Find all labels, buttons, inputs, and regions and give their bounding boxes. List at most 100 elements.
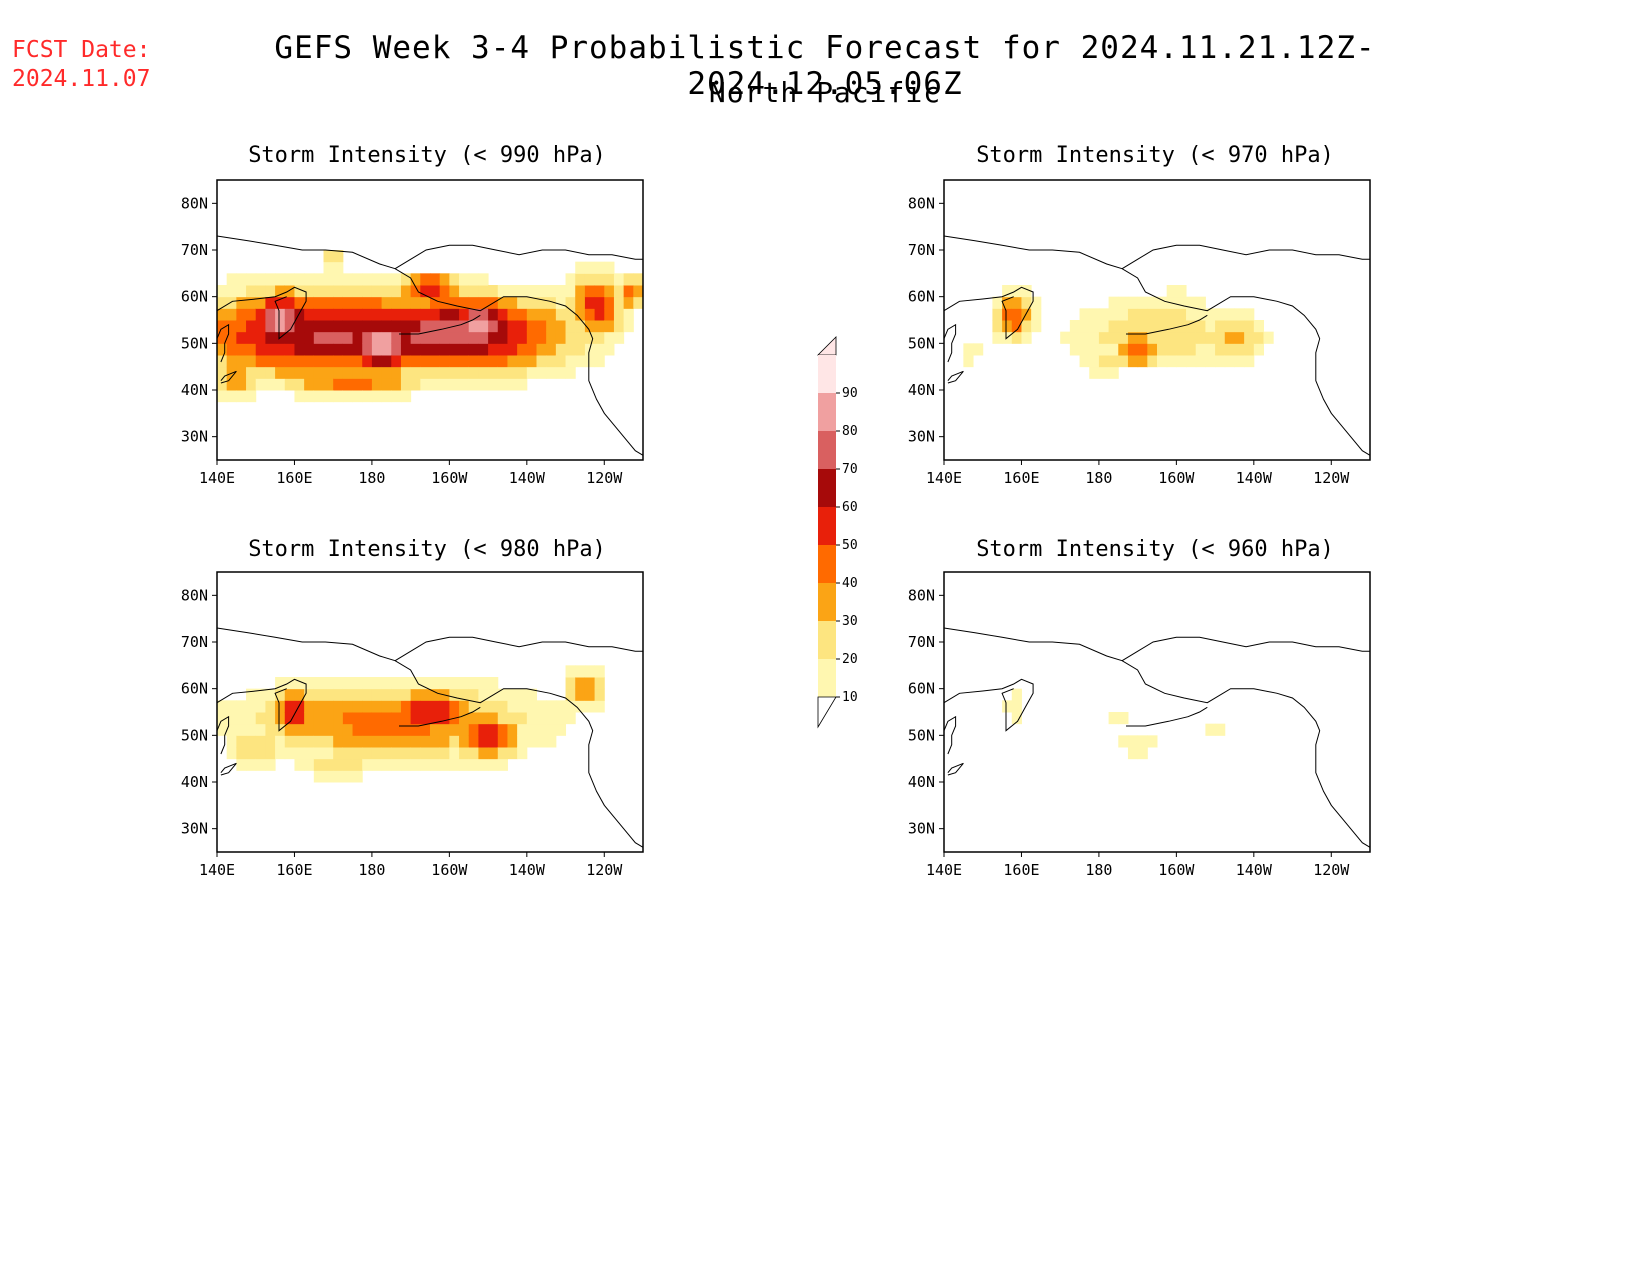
probability-cell [246, 747, 257, 760]
panel-title-980: Storm Intensity (< 980 hPa) [248, 537, 606, 562]
probability-cell [555, 308, 567, 321]
probability-cell [507, 296, 518, 309]
probability-cell [400, 747, 412, 760]
probability-cell [400, 735, 412, 748]
probability-cell [410, 285, 421, 298]
lon-tick-label: 180 [358, 861, 385, 879]
probability-cell [226, 378, 237, 391]
probability-cell [323, 343, 334, 356]
probability-cell [323, 712, 334, 725]
probability-cell [468, 343, 479, 356]
lat-tick-label: 50N [908, 334, 935, 352]
probability-cell [391, 308, 402, 321]
probability-cell [478, 366, 489, 379]
colorbar-swatch [818, 469, 836, 507]
probability-cell [217, 296, 228, 309]
colorbar-swatch [818, 659, 836, 697]
probability-cell [420, 296, 431, 309]
probability-cell [1089, 366, 1100, 379]
probability-cell [381, 735, 392, 748]
lat-tick-label: 40N [908, 773, 935, 791]
lat-tick-label: 80N [181, 586, 208, 604]
probability-cell [575, 261, 586, 274]
probability-cell [226, 747, 237, 760]
probability-cell [478, 677, 489, 690]
probability-cell [575, 273, 586, 286]
probability-cell [497, 366, 508, 379]
probability-cell [371, 331, 383, 344]
probability-cell [992, 331, 1003, 344]
probability-cell [992, 320, 1003, 333]
probability-cell [265, 320, 276, 333]
probability-cell [546, 355, 557, 368]
probability-cell [594, 700, 605, 713]
probability-cell [1098, 308, 1110, 321]
probability-cell [584, 273, 596, 286]
probability-cell [255, 285, 266, 298]
probability-cell [400, 296, 412, 309]
probability-cell [410, 308, 421, 321]
probability-cell [294, 378, 305, 391]
probability-cell [468, 331, 479, 344]
probability-cell [381, 331, 392, 344]
probability-cell [1031, 308, 1042, 321]
probability-cell [1002, 308, 1013, 321]
probability-cell [342, 296, 354, 309]
probability-cell [1147, 331, 1158, 344]
probability-cell [526, 366, 537, 379]
probability-cell [284, 331, 295, 344]
probability-cell [517, 296, 528, 309]
probability-cell [1205, 343, 1216, 356]
probability-cell [1011, 688, 1022, 701]
probability-cell [333, 390, 344, 403]
colorbar-label: 40 [842, 576, 858, 591]
probability-cell [323, 285, 334, 298]
probability-cell [275, 378, 286, 391]
probability-cell [381, 688, 392, 701]
probability-cell [313, 308, 324, 321]
probability-cell [517, 747, 528, 760]
probability-cell [536, 355, 547, 368]
probability-cell [488, 747, 499, 760]
probability-cell [497, 331, 508, 344]
probability-cell [623, 296, 634, 309]
probability-cell [420, 688, 431, 701]
probability-cell [594, 677, 605, 690]
probability-cell [265, 296, 276, 309]
lon-tick-label: 140E [926, 469, 962, 487]
probability-cell [478, 723, 489, 736]
probability-cell [517, 320, 528, 333]
probability-cell [555, 355, 567, 368]
probability-cell [362, 296, 373, 309]
lat-tick-label: 40N [181, 773, 208, 791]
probability-cell [381, 320, 392, 333]
probability-cell [963, 355, 974, 368]
probability-cell [1244, 320, 1255, 333]
probability-cell [1060, 331, 1071, 344]
probability-cell [1195, 343, 1206, 356]
probability-cell [439, 366, 450, 379]
probability-cell [313, 390, 324, 403]
probability-cell [517, 366, 528, 379]
probability-cell [594, 355, 605, 368]
probability-cell [304, 296, 315, 309]
probability-cell [391, 296, 402, 309]
probability-cell [255, 273, 266, 286]
map-frame [943, 179, 1371, 461]
colorbar-label: 90 [842, 386, 858, 401]
probability-cell [1253, 343, 1264, 356]
probability-cell [255, 331, 266, 344]
probability-cell [565, 285, 576, 298]
lat-tick-label: 50N [908, 726, 935, 744]
probability-cell [488, 320, 499, 333]
probability-cell [546, 723, 557, 736]
probability-cell [265, 712, 276, 725]
probability-cell [468, 320, 479, 333]
probability-cell [420, 712, 431, 725]
probability-cell [430, 273, 441, 286]
probability-cell [526, 320, 537, 333]
probability-cell [507, 735, 518, 748]
probability-cell [536, 331, 547, 344]
probability-cell [1147, 735, 1158, 748]
probability-cell [1069, 331, 1081, 344]
